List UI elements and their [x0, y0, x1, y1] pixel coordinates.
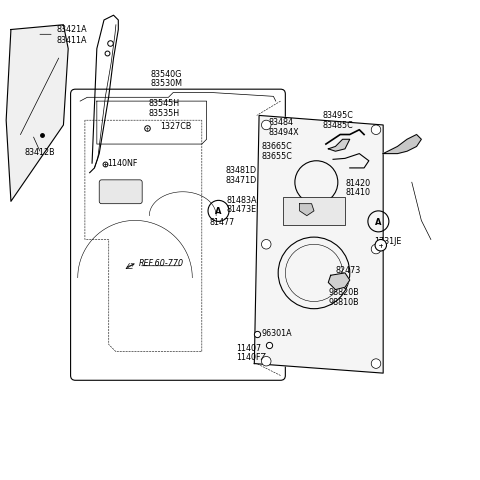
Text: 83540G: 83540G: [150, 70, 181, 79]
Text: 83494X: 83494X: [269, 127, 299, 136]
Text: REF.60-770: REF.60-770: [139, 258, 184, 267]
Text: 82473: 82473: [336, 265, 360, 274]
Circle shape: [262, 121, 271, 131]
Text: 83421A: 83421A: [56, 25, 87, 34]
Text: A: A: [215, 207, 222, 216]
Text: 83471D: 83471D: [226, 176, 257, 184]
Polygon shape: [328, 140, 350, 152]
Text: 83530M: 83530M: [150, 79, 182, 88]
Bar: [283, 197, 345, 226]
Text: 83495C: 83495C: [322, 111, 353, 120]
Text: 1140NF: 1140NF: [108, 158, 138, 168]
Circle shape: [262, 240, 271, 250]
Circle shape: [371, 245, 381, 254]
Text: 81473E: 81473E: [227, 205, 257, 214]
Polygon shape: [254, 116, 383, 373]
Polygon shape: [383, 135, 421, 154]
Text: 83412B: 83412B: [24, 147, 55, 156]
FancyBboxPatch shape: [99, 180, 142, 204]
Text: 1140FZ: 1140FZ: [236, 353, 266, 361]
Text: 83484: 83484: [269, 118, 294, 127]
Text: 96301A: 96301A: [262, 328, 293, 337]
Text: 83545H: 83545H: [148, 99, 180, 108]
Text: 98810B: 98810B: [328, 298, 359, 306]
Circle shape: [262, 357, 271, 366]
Text: 81420: 81420: [346, 179, 371, 187]
Polygon shape: [6, 26, 68, 202]
Text: 83481D: 83481D: [226, 166, 257, 175]
Circle shape: [371, 126, 381, 135]
Text: 81410: 81410: [346, 188, 371, 197]
Text: 11407: 11407: [236, 343, 261, 352]
Text: 83485C: 83485C: [322, 120, 353, 129]
Polygon shape: [300, 204, 314, 216]
Text: 83411A: 83411A: [56, 36, 87, 45]
Circle shape: [371, 359, 381, 369]
Text: 83665C: 83665C: [262, 142, 292, 151]
Text: 81477: 81477: [210, 217, 235, 227]
Text: 83535H: 83535H: [148, 108, 180, 117]
Circle shape: [375, 240, 386, 252]
FancyBboxPatch shape: [71, 90, 285, 381]
Polygon shape: [328, 273, 350, 290]
Text: A: A: [375, 217, 382, 227]
Text: 1327CB: 1327CB: [160, 122, 191, 131]
Text: 83655C: 83655C: [262, 152, 292, 161]
Text: 98820B: 98820B: [328, 288, 359, 297]
Text: 1731JE: 1731JE: [374, 237, 402, 246]
Text: 81483A: 81483A: [227, 195, 257, 204]
